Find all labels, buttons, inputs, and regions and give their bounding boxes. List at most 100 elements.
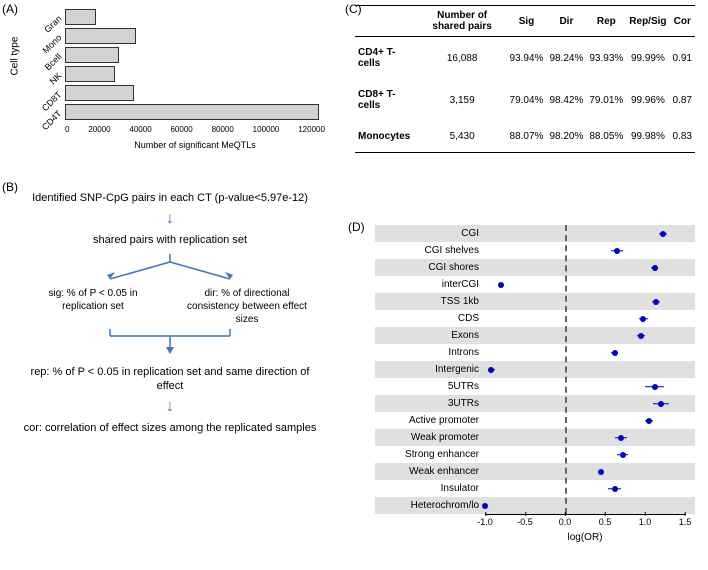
table-cell: 79.04% — [507, 79, 547, 121]
forest-point — [482, 503, 488, 509]
forest-row: Weak promoter — [375, 429, 695, 446]
split-arrows-icon — [80, 254, 260, 284]
panel-a-barchart: Cell type GranMonoBcellNKCD8TCD4T 020000… — [10, 5, 330, 160]
table-cell: 98.24% — [546, 37, 586, 80]
forest-row: CGI — [375, 225, 695, 242]
forest-plot-cell — [485, 480, 685, 497]
table-header: Number of shared pairs — [418, 6, 507, 37]
forest-point — [646, 418, 652, 424]
forest-label: Strong enhancer — [375, 449, 485, 460]
forest-point — [652, 384, 658, 390]
forest-label: Intergenic — [375, 364, 485, 375]
table-cell: 98.42% — [546, 79, 586, 121]
table-cell: 93.93% — [586, 37, 626, 80]
forest-label: Exons — [375, 330, 485, 341]
table-cell: 99.99% — [626, 37, 669, 80]
forest-point — [614, 248, 620, 254]
forest-point — [660, 231, 666, 237]
arrow-icon: ↓ — [20, 399, 320, 415]
table-header: Cor — [670, 6, 695, 37]
flow-split-left: sig: % of P < 0.05 in replication set — [30, 287, 156, 326]
forest-tick: -1.0 — [477, 517, 493, 527]
forest-row: 5UTRs — [375, 378, 695, 395]
flow-split-right: dir: % of directional consistency betwee… — [184, 287, 310, 326]
bar — [65, 28, 136, 44]
forest-label: 5UTRs — [375, 381, 485, 392]
forest-plot-cell — [485, 242, 685, 259]
table-cell: 0.87 — [670, 79, 695, 121]
forest-plot-cell — [485, 378, 685, 395]
forest-label: Weak promoter — [375, 432, 485, 443]
forest-row: Intergenic — [375, 361, 695, 378]
forest-label: Active promoter — [375, 415, 485, 426]
forest-plot-cell — [485, 327, 685, 344]
forest-label: Heterochrom/lo — [375, 500, 485, 511]
forest-point — [658, 401, 664, 407]
forest-tick: 0.0 — [559, 517, 572, 527]
panel-c-table: Number of shared pairsSigDirRepRep/SigCo… — [355, 5, 695, 153]
table-header — [355, 6, 418, 37]
bar — [65, 85, 134, 101]
replication-table: Number of shared pairsSigDirRepRep/SigCo… — [355, 5, 695, 153]
forest-row: CGI shelves — [375, 242, 695, 259]
forest-row: TSS 1kb — [375, 293, 695, 310]
forest-point — [653, 299, 659, 305]
forest-plot-cell — [485, 225, 685, 242]
forest-tick: -0.5 — [517, 517, 533, 527]
table-cell: 99.96% — [626, 79, 669, 121]
forest-plot-cell — [485, 412, 685, 429]
panel-b-label: (B) — [2, 180, 18, 194]
table-cell: 16,088 — [418, 37, 507, 80]
forest-plot-cell — [485, 276, 685, 293]
table-cell: 98.20% — [546, 121, 586, 153]
merge-icon — [20, 326, 320, 359]
bar — [65, 9, 96, 25]
forest-plot-cell — [485, 463, 685, 480]
forest-plot-area: CGICGI shelvesCGI shores interCGI TSS 1kb C… — [375, 225, 695, 543]
forest-plot-cell — [485, 344, 685, 361]
forest-tick: 1.5 — [679, 517, 692, 527]
bar — [65, 66, 115, 82]
forest-row: Insulator — [375, 480, 695, 497]
forest-plot-cell — [485, 497, 685, 514]
table-cell: Monocytes — [355, 121, 418, 153]
flow-step4: cor: correlation of effect sizes among t… — [20, 421, 320, 435]
forest-row: CDS — [375, 310, 695, 327]
forest-label: Insulator — [375, 483, 485, 494]
forest-row: 3UTRs — [375, 395, 695, 412]
forest-label: TSS 1kb — [375, 296, 485, 307]
flow-step2: shared pairs with replication set — [20, 233, 320, 247]
panel-b-flowchart: Identified SNP-CpG pairs in each CT (p-v… — [20, 185, 320, 555]
forest-row: interCGI — [375, 276, 695, 293]
flow-split: sig: % of P < 0.05 in replication set di… — [30, 287, 310, 326]
forest-tick: 1.0 — [639, 517, 652, 527]
forest-point — [598, 469, 604, 475]
bar-row: CD8T — [65, 83, 325, 102]
panel-d-forest: CGICGI shelvesCGI shores interCGI TSS 1kb C… — [375, 225, 695, 555]
flow-step1: Identified SNP-CpG pairs in each CT (p-v… — [20, 191, 320, 205]
table-cell: 88.05% — [586, 121, 626, 153]
bar-row: Gran — [65, 7, 325, 26]
forest-point — [652, 265, 658, 271]
forest-point — [612, 350, 618, 356]
forest-point — [488, 367, 494, 373]
forest-label: interCGI — [375, 279, 485, 290]
forest-plot-cell — [485, 293, 685, 310]
forest-point — [638, 333, 644, 339]
panel-a-x-title: Number of significant MeQTLs — [65, 140, 325, 175]
forest-row: CGI shores — [375, 259, 695, 276]
forest-point — [618, 435, 624, 441]
bar — [65, 104, 319, 120]
zero-reference-line — [565, 225, 567, 514]
forest-row: Weak enhancer — [375, 463, 695, 480]
table-row: Monocytes5,43088.07%98.20%88.05%99.98%0.… — [355, 121, 695, 153]
forest-point — [498, 282, 504, 288]
panel-d-label: (D) — [348, 220, 365, 234]
bar-chart-area: GranMonoBcellNKCD8TCD4T — [65, 7, 325, 137]
table-cell: 0.83 — [670, 121, 695, 153]
bar-row: NK — [65, 64, 325, 83]
table-header: Dir — [546, 6, 586, 37]
merge-arrows-icon — [80, 326, 260, 356]
table-cell: 99.98% — [626, 121, 669, 153]
forest-row: Active promoter — [375, 412, 695, 429]
